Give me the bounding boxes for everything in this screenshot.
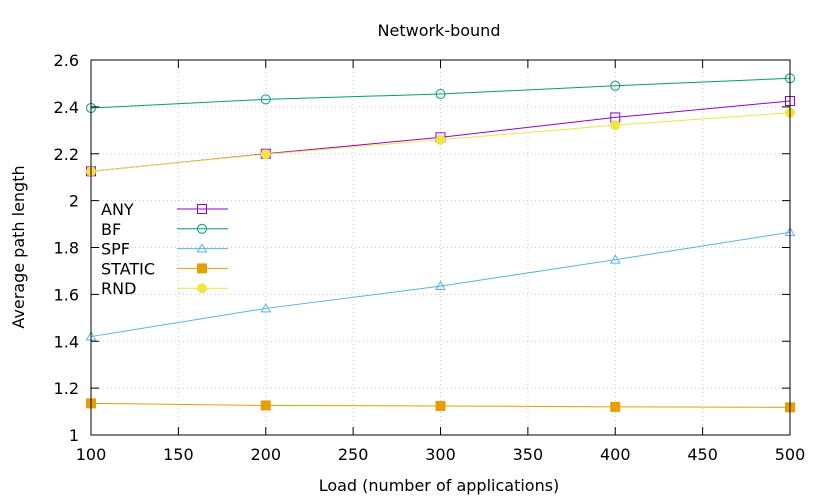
y-tick-label: 1.2 [54, 379, 79, 398]
legend-item-bf: BF [101, 220, 228, 239]
grid [91, 60, 790, 435]
legend-item-any: ANY [101, 200, 228, 219]
x-tick-label: 200 [250, 445, 281, 464]
chart-title: Network-bound [378, 21, 501, 40]
y-tick-label: 2 [69, 192, 79, 211]
series-line-bf [90, 77, 791, 109]
series-line-spf [90, 231, 791, 338]
data-point-spf [609, 254, 621, 264]
y-tick-label: 1.6 [54, 285, 79, 304]
x-tick-label: 150 [163, 445, 194, 464]
y-axis-title: Average path length [9, 165, 28, 328]
data-point-rnd [610, 120, 621, 131]
data-point-spf [435, 280, 446, 291]
x-tick-label: 500 [775, 445, 806, 464]
data-point-bf [610, 80, 621, 91]
data-point-spf [260, 302, 272, 313]
legend-label-bf: BF [101, 220, 121, 239]
y-tick-labels: 1 1.2 1.4 1.6 1.8 2 2.2 2.4 2.6 [54, 51, 79, 445]
data-point-rnd [260, 149, 271, 160]
x-tick-label: 250 [338, 445, 369, 464]
legend-label-spf: SPF [101, 240, 130, 259]
x-tick-label: 350 [513, 445, 544, 464]
series-rnd [86, 107, 795, 177]
series-layer [85, 73, 796, 413]
data-point-bf [435, 88, 446, 99]
y-tick-label: 2.2 [54, 145, 79, 164]
y-tick-label: 1 [69, 426, 79, 445]
data-point-static [435, 400, 446, 411]
y-tick-label: 2.6 [54, 51, 79, 70]
x-axis-title: Load (number of applications) [319, 476, 560, 495]
legend-label-any: ANY [101, 200, 134, 219]
legend-marker-static [197, 263, 207, 274]
legend-marker-spf [196, 243, 208, 253]
x-tick-label: 450 [687, 445, 718, 464]
legend-marker-bf [197, 223, 207, 234]
series-bf [86, 73, 795, 114]
legend-marker-rnd [197, 283, 207, 294]
x-tick-label: 400 [600, 445, 631, 464]
x-tick-label: 300 [425, 445, 456, 464]
legend-item-rnd: RND [101, 279, 228, 298]
data-point-static [260, 400, 271, 411]
legend-label-static: STATIC [101, 259, 155, 278]
legend-item-static: STATIC [101, 259, 228, 278]
data-point-bf [260, 94, 271, 105]
legend-label-rnd: RND [101, 279, 136, 298]
legend-item-spf: SPF [101, 240, 228, 259]
axis-ticks [90, 59, 791, 436]
data-point-rnd [435, 134, 446, 145]
x-tick-labels: 100 150 200 250 300 350 400 450 500 [76, 445, 806, 464]
y-tick-label: 2.4 [54, 98, 79, 117]
y-tick-label: 1.4 [54, 332, 79, 351]
y-tick-label: 1.8 [54, 239, 79, 258]
legend-marker-any [197, 204, 207, 214]
data-point-static [610, 401, 621, 412]
x-tick-label: 100 [76, 445, 107, 464]
